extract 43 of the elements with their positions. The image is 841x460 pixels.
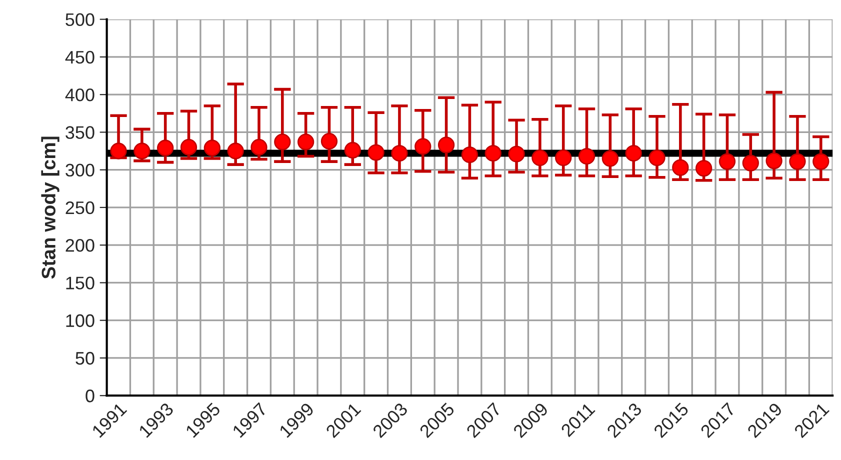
point xyxy=(204,140,220,156)
y-tick-label: 150 xyxy=(66,276,94,290)
point xyxy=(532,149,548,166)
point xyxy=(718,153,736,170)
point xyxy=(368,144,384,161)
y-tick-label: 350 xyxy=(66,126,94,139)
point xyxy=(508,146,525,162)
point xyxy=(578,148,596,165)
point xyxy=(742,154,759,172)
point xyxy=(812,153,830,170)
point xyxy=(110,142,127,160)
point xyxy=(134,142,150,160)
point xyxy=(297,134,314,150)
point xyxy=(344,142,361,159)
point xyxy=(789,153,806,170)
point xyxy=(250,138,268,156)
y-axis-title: Stan wody [cm] xyxy=(41,136,60,279)
point xyxy=(695,160,712,177)
point xyxy=(320,132,338,150)
point xyxy=(391,144,408,162)
point xyxy=(414,138,432,155)
point xyxy=(157,140,174,156)
point xyxy=(625,144,642,162)
y-tick-label: 300 xyxy=(66,164,94,177)
point xyxy=(227,142,244,160)
y-tick-label: 200 xyxy=(66,239,94,252)
y-tick-label: 500 xyxy=(66,13,94,26)
y-tick-label: 0 xyxy=(86,390,94,402)
point xyxy=(766,152,782,170)
point xyxy=(438,136,455,154)
point xyxy=(555,149,572,166)
point xyxy=(274,134,291,150)
point xyxy=(648,149,666,166)
point xyxy=(484,144,502,162)
y-tick-label: 400 xyxy=(65,88,94,102)
y-tick-label: 100 xyxy=(66,314,94,328)
y-tick-label: 50 xyxy=(76,352,94,365)
point xyxy=(180,138,198,156)
point xyxy=(602,150,619,167)
y-tick-label: 250 xyxy=(66,201,94,214)
y-tick-label: 450 xyxy=(65,50,94,64)
point xyxy=(461,146,478,164)
point xyxy=(672,159,689,176)
